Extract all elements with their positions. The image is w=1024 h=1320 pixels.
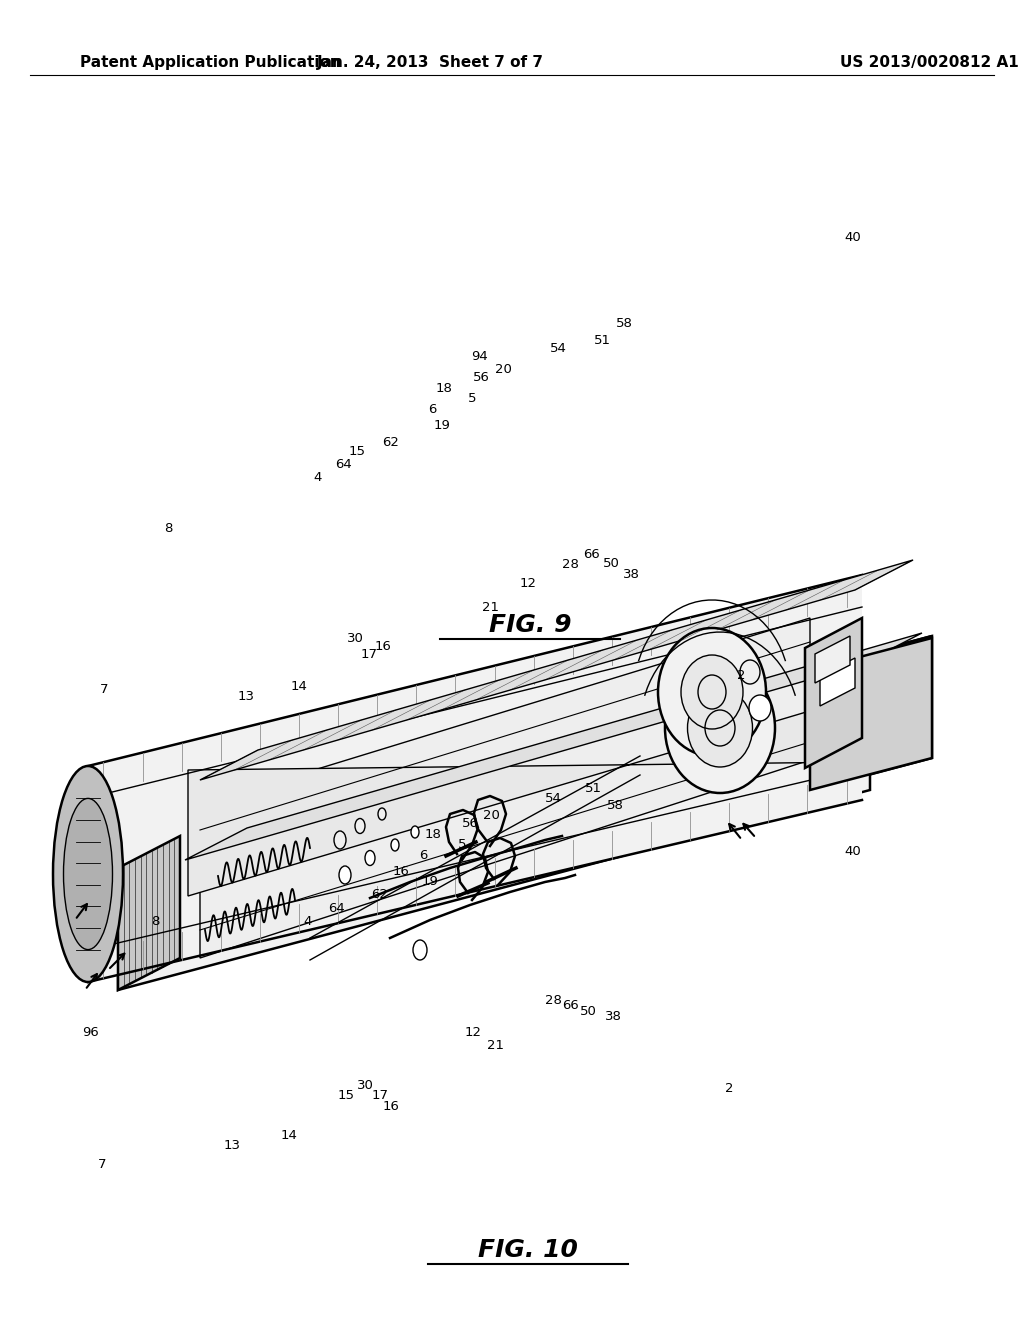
Ellipse shape <box>63 799 113 949</box>
Text: 12: 12 <box>465 1026 481 1039</box>
Polygon shape <box>200 560 913 780</box>
Text: 5: 5 <box>468 392 476 405</box>
Text: 16: 16 <box>383 1100 399 1113</box>
Text: 8: 8 <box>164 521 172 535</box>
Ellipse shape <box>740 660 760 684</box>
Ellipse shape <box>658 628 766 756</box>
Text: 2: 2 <box>725 1082 733 1096</box>
Text: 28: 28 <box>545 994 561 1007</box>
Text: 21: 21 <box>487 1039 504 1052</box>
Text: 13: 13 <box>224 1139 241 1152</box>
Text: 51: 51 <box>586 781 602 795</box>
Text: 21: 21 <box>482 601 499 614</box>
Text: 20: 20 <box>483 809 500 822</box>
Ellipse shape <box>681 655 743 729</box>
Text: 13: 13 <box>238 690 254 704</box>
Text: 30: 30 <box>357 1078 374 1092</box>
Text: 54: 54 <box>545 792 561 805</box>
Text: 6: 6 <box>428 403 436 416</box>
Text: US 2013/0020812 A1: US 2013/0020812 A1 <box>840 54 1019 70</box>
Text: 62: 62 <box>372 888 388 902</box>
Polygon shape <box>815 636 850 682</box>
Text: 14: 14 <box>291 680 307 693</box>
Text: 6: 6 <box>419 849 427 862</box>
Text: 66: 66 <box>584 548 600 561</box>
Text: 12: 12 <box>520 577 537 590</box>
Polygon shape <box>118 668 870 990</box>
Ellipse shape <box>687 689 753 767</box>
Text: 19: 19 <box>422 875 438 888</box>
Ellipse shape <box>411 826 419 838</box>
Text: 28: 28 <box>562 558 579 572</box>
Text: 50: 50 <box>603 557 620 570</box>
Text: 62: 62 <box>382 436 398 449</box>
Ellipse shape <box>339 866 351 884</box>
Text: 2: 2 <box>737 669 745 682</box>
Text: 58: 58 <box>616 317 633 330</box>
Text: 96: 96 <box>82 1026 98 1039</box>
Text: 7: 7 <box>100 682 109 696</box>
Text: 64: 64 <box>335 458 351 471</box>
Text: 8: 8 <box>152 915 160 928</box>
Polygon shape <box>820 657 855 706</box>
Text: 15: 15 <box>338 1089 354 1102</box>
Polygon shape <box>188 696 860 896</box>
Text: 56: 56 <box>473 371 489 384</box>
Text: 94: 94 <box>471 350 487 363</box>
Text: 64: 64 <box>329 902 345 915</box>
Ellipse shape <box>53 766 123 982</box>
Text: 66: 66 <box>562 999 579 1012</box>
Polygon shape <box>185 634 922 861</box>
Text: 19: 19 <box>434 418 451 432</box>
Text: 16: 16 <box>375 640 391 653</box>
Text: Jan. 24, 2013  Sheet 7 of 7: Jan. 24, 2013 Sheet 7 of 7 <box>316 54 544 70</box>
Text: 4: 4 <box>303 915 311 928</box>
Text: 4: 4 <box>313 471 322 484</box>
Ellipse shape <box>749 696 771 721</box>
Text: 5: 5 <box>458 838 466 851</box>
Polygon shape <box>805 618 862 768</box>
Polygon shape <box>118 836 180 990</box>
Ellipse shape <box>391 840 399 851</box>
Text: 50: 50 <box>581 1005 597 1018</box>
Text: 54: 54 <box>550 342 566 355</box>
Text: 18: 18 <box>425 828 441 841</box>
Text: 14: 14 <box>281 1129 297 1142</box>
Text: 15: 15 <box>349 445 366 458</box>
Text: 38: 38 <box>624 568 640 581</box>
Text: 30: 30 <box>347 632 364 645</box>
Ellipse shape <box>378 808 386 820</box>
Ellipse shape <box>355 818 365 833</box>
Text: 16: 16 <box>393 865 410 878</box>
Text: FIG. 9: FIG. 9 <box>488 612 571 638</box>
Ellipse shape <box>365 850 375 866</box>
Ellipse shape <box>665 663 775 793</box>
Text: 20: 20 <box>496 363 512 376</box>
Text: 7: 7 <box>98 1158 106 1171</box>
Text: Patent Application Publication: Patent Application Publication <box>80 54 341 70</box>
Text: 38: 38 <box>605 1010 622 1023</box>
Text: 18: 18 <box>436 381 453 395</box>
Text: 40: 40 <box>845 231 861 244</box>
Ellipse shape <box>334 832 346 849</box>
Text: 17: 17 <box>360 648 377 661</box>
Text: 40: 40 <box>845 845 861 858</box>
Polygon shape <box>200 618 810 958</box>
Polygon shape <box>118 636 932 869</box>
Text: 51: 51 <box>594 334 610 347</box>
Text: 56: 56 <box>462 817 478 830</box>
Ellipse shape <box>413 940 427 960</box>
Polygon shape <box>810 638 932 789</box>
Polygon shape <box>88 576 862 982</box>
Text: 17: 17 <box>372 1089 388 1102</box>
Polygon shape <box>180 636 932 958</box>
Text: FIG. 10: FIG. 10 <box>478 1238 578 1262</box>
Text: 58: 58 <box>607 799 624 812</box>
